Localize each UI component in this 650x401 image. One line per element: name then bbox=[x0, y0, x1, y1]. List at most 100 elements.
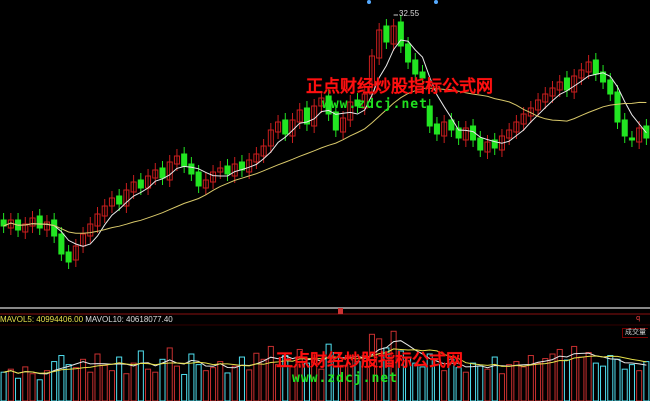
candle-body bbox=[188, 163, 195, 175]
volume-legend: MAVOL5: 40994406.00 MAVOL10: 40618077.40 bbox=[0, 315, 173, 324]
ma-short-line bbox=[3, 39, 647, 247]
candle-body bbox=[426, 105, 433, 127]
watermark-url-bottom: www.zdcj.net bbox=[292, 371, 398, 386]
volume-bar bbox=[36, 379, 43, 401]
candle-body bbox=[43, 221, 50, 231]
mavol10-line bbox=[3, 348, 647, 374]
volume-bar bbox=[289, 366, 296, 401]
volume-bar bbox=[621, 368, 628, 401]
volume-bar bbox=[571, 345, 578, 401]
volume-bar bbox=[224, 372, 231, 401]
candle-body bbox=[101, 205, 108, 217]
candle-body bbox=[231, 163, 238, 177]
ma-long-line bbox=[3, 87, 647, 234]
volume-bar bbox=[210, 367, 217, 401]
candle-body bbox=[202, 179, 209, 189]
candle-body bbox=[94, 213, 101, 227]
candle-body bbox=[390, 25, 397, 45]
volume-bar bbox=[137, 350, 144, 401]
scroll-handle[interactable] bbox=[338, 308, 343, 314]
candle-body bbox=[513, 121, 520, 133]
candle-body bbox=[72, 245, 79, 261]
volume-bar bbox=[578, 356, 585, 401]
volume-bar bbox=[628, 364, 635, 401]
volume-bar bbox=[72, 367, 79, 401]
volume-bar bbox=[477, 365, 484, 401]
candle-body bbox=[354, 99, 361, 107]
candle-body bbox=[340, 117, 347, 133]
candle-body bbox=[318, 97, 325, 107]
volume-bar bbox=[448, 358, 455, 401]
candle-body bbox=[361, 93, 368, 109]
candle-body bbox=[296, 109, 303, 123]
volume-bar bbox=[116, 356, 123, 401]
volume-bar bbox=[101, 364, 108, 401]
candle-body bbox=[275, 121, 282, 133]
candle-body bbox=[87, 223, 94, 237]
volume-bar bbox=[527, 355, 534, 401]
candle-body bbox=[130, 181, 137, 193]
volume-bar bbox=[441, 370, 448, 401]
volume-panel-title[interactable]: 成交量 bbox=[622, 328, 648, 338]
volume-bar bbox=[506, 364, 513, 401]
volume-bar bbox=[636, 370, 643, 401]
candle-body bbox=[542, 93, 549, 103]
candle-body bbox=[137, 179, 144, 189]
candle-body bbox=[405, 43, 412, 63]
candle-body bbox=[607, 79, 614, 95]
volume-bar bbox=[563, 359, 570, 401]
volume-bar bbox=[607, 355, 614, 401]
volume-bar bbox=[614, 358, 621, 401]
volume-bar bbox=[29, 373, 36, 401]
candle-body bbox=[491, 139, 498, 149]
candle-body bbox=[455, 127, 462, 139]
candle-body bbox=[376, 29, 383, 59]
volume-bar bbox=[253, 352, 260, 401]
candle-body bbox=[506, 129, 513, 139]
candle-body bbox=[383, 25, 390, 43]
candle-body bbox=[123, 189, 130, 207]
volume-bar bbox=[15, 377, 22, 401]
volume-bar bbox=[455, 367, 462, 401]
volume-bar bbox=[390, 330, 397, 401]
volume-bar bbox=[462, 371, 469, 401]
volume-bar bbox=[80, 358, 87, 401]
marker-dot bbox=[367, 0, 371, 4]
candle-body bbox=[585, 61, 592, 73]
candle-body bbox=[433, 123, 440, 135]
volume-bar bbox=[65, 364, 72, 401]
candle-body bbox=[397, 21, 404, 47]
marker-dot bbox=[434, 0, 438, 4]
candle-body bbox=[592, 59, 599, 75]
candle-body bbox=[116, 195, 123, 205]
candle-body bbox=[556, 81, 563, 91]
volume-bar bbox=[108, 370, 115, 401]
volume-bar bbox=[145, 368, 152, 401]
candle-body bbox=[36, 215, 43, 229]
volume-bar bbox=[405, 356, 412, 401]
candle-body bbox=[628, 137, 635, 141]
watermark-cn-bottom: 正点财经炒股指标公式网 bbox=[276, 351, 463, 370]
candle-body bbox=[535, 99, 542, 111]
candle-body bbox=[412, 59, 419, 75]
volume-bar bbox=[195, 364, 202, 401]
volume-bar bbox=[267, 345, 274, 401]
candle-body bbox=[217, 167, 224, 173]
candle-body bbox=[419, 71, 426, 79]
candle-body bbox=[578, 69, 585, 79]
volume-bar bbox=[426, 353, 433, 401]
volume-bar bbox=[87, 371, 94, 401]
volume-bar bbox=[246, 369, 253, 401]
candle-body bbox=[477, 137, 484, 151]
volume-bar bbox=[347, 356, 354, 401]
volume-bar bbox=[433, 364, 440, 401]
volume-bar bbox=[498, 373, 505, 401]
volume-bar bbox=[260, 358, 267, 401]
candle-body bbox=[441, 121, 448, 137]
volume-bar bbox=[542, 358, 549, 401]
volume-bar bbox=[296, 348, 303, 401]
volume-bar bbox=[7, 368, 14, 401]
candle-body bbox=[621, 119, 628, 137]
volume-bar bbox=[0, 371, 7, 401]
